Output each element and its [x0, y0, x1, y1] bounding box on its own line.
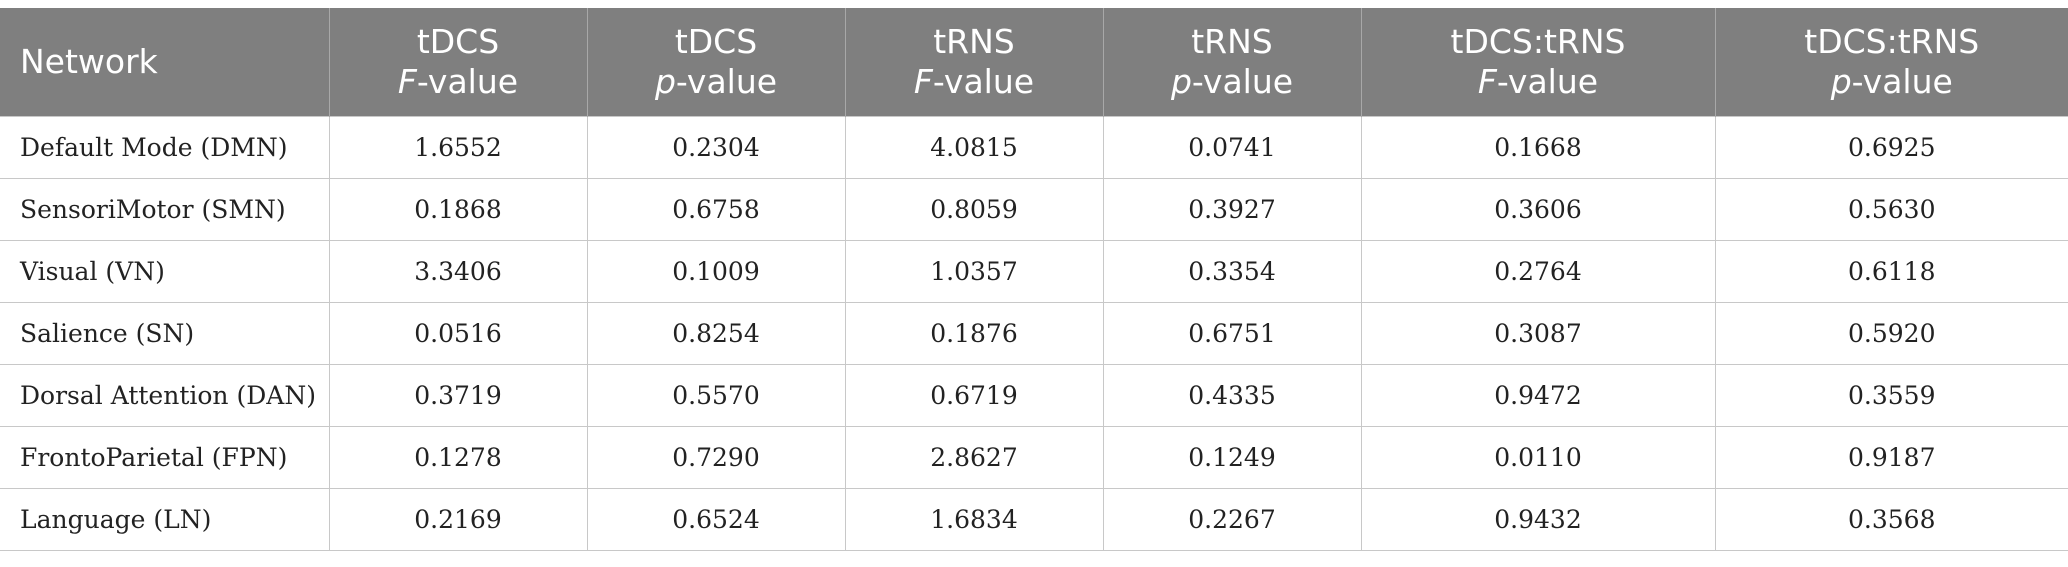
trns-f-value: 0.6719 [844, 364, 1104, 427]
network-name: SensoriMotor (SMN) [0, 178, 330, 241]
trns-p-value: 0.3927 [1102, 178, 1362, 241]
header-label: tDCS [416, 22, 500, 61]
trns-p-value: 0.4335 [1102, 364, 1362, 427]
network-name: Language (LN) [0, 488, 330, 551]
tdcs-f-value: 0.0516 [328, 302, 588, 365]
header-stat: F-value [330, 62, 587, 102]
trns-p-value: 0.2267 [1102, 488, 1362, 551]
header-stat-suffix: -value [1496, 62, 1599, 101]
interaction-p-value: 0.6118 [1714, 240, 2068, 303]
trns-p-value: 0.3354 [1102, 240, 1362, 303]
trns-f-value: 2.8627 [844, 426, 1104, 489]
header-stat-symbol: F [397, 62, 417, 101]
interaction-p-value: 0.5630 [1714, 178, 2068, 241]
header-trns-p: tRNS p-value [1102, 8, 1362, 117]
tdcs-p-value: 0.6524 [586, 488, 846, 551]
trns-f-value: 0.8059 [844, 178, 1104, 241]
header-network: Network [0, 8, 330, 117]
tdcs-f-value: 0.1278 [328, 426, 588, 489]
header-stat-symbol: p [654, 62, 676, 101]
header-row: Network tDCS F-value tDCS p-value tRNS F… [0, 8, 2068, 117]
interaction-p-value: 0.9187 [1714, 426, 2068, 489]
trns-p-value: 0.0741 [1102, 116, 1362, 179]
interaction-p-value: 0.3568 [1714, 488, 2068, 551]
header-stat-suffix: -value [675, 62, 778, 101]
header-label: tDCS:tRNS [1450, 22, 1626, 61]
header-stat-suffix: -value [1191, 62, 1294, 101]
trns-p-value: 0.1249 [1102, 426, 1362, 489]
trns-f-value: 4.0815 [844, 116, 1104, 179]
header-stat: p-value [588, 62, 845, 102]
header-stat-suffix: -value [1851, 62, 1953, 101]
tdcs-f-value: 1.6552 [328, 116, 588, 179]
table-row: Salience (SN) 0.0516 0.8254 0.1876 0.675… [0, 302, 2068, 365]
network-name: FrontoParietal (FPN) [0, 426, 330, 489]
header-stat-symbol: F [1477, 62, 1497, 101]
tdcs-f-value: 3.3406 [328, 240, 588, 303]
tdcs-f-value: 0.3719 [328, 364, 588, 427]
header-stat: p-value [1104, 62, 1361, 102]
header-tdcs-f: tDCS F-value [328, 8, 588, 117]
tdcs-p-value: 0.6758 [586, 178, 846, 241]
tdcs-p-value: 0.2304 [586, 116, 846, 179]
header-tdcs-p: tDCS p-value [586, 8, 846, 117]
tdcs-f-value: 0.1868 [328, 178, 588, 241]
network-name: Salience (SN) [0, 302, 330, 365]
header-trns-f: tRNS F-value [844, 8, 1104, 117]
trns-f-value: 1.6834 [844, 488, 1104, 551]
trns-f-value: 1.0357 [844, 240, 1104, 303]
header-stat: F-value [846, 62, 1103, 102]
interaction-f-value: 0.9472 [1360, 364, 1716, 427]
interaction-p-value: 0.5920 [1714, 302, 2068, 365]
table-row: Default Mode (DMN) 1.6552 0.2304 4.0815 … [0, 116, 2068, 179]
table-row: Dorsal Attention (DAN) 0.3719 0.5570 0.6… [0, 364, 2068, 427]
header-stat: F-value [1362, 62, 1715, 102]
header-stat-symbol: F [913, 62, 933, 101]
interaction-f-value: 0.3087 [1360, 302, 1716, 365]
interaction-p-value: 0.3559 [1714, 364, 2068, 427]
tdcs-p-value: 0.5570 [586, 364, 846, 427]
network-name: Default Mode (DMN) [0, 116, 330, 179]
header-label: tRNS [1191, 22, 1273, 61]
network-name: Visual (VN) [0, 240, 330, 303]
interaction-f-value: 0.3606 [1360, 178, 1716, 241]
header-stat-suffix: -value [416, 62, 519, 101]
header-label: tRNS [933, 22, 1015, 61]
table-row: Language (LN) 0.2169 0.6524 1.6834 0.226… [0, 488, 2068, 551]
header-interaction-f: tDCS:tRNS F-value [1360, 8, 1716, 117]
header-stat-suffix: -value [932, 62, 1035, 101]
table-row: SensoriMotor (SMN) 0.1868 0.6758 0.8059 … [0, 178, 2068, 241]
header-label: tDCS:tRNS [1804, 22, 1980, 61]
header-stat-symbol: p [1170, 62, 1192, 101]
interaction-f-value: 0.9432 [1360, 488, 1716, 551]
tdcs-p-value: 0.8254 [586, 302, 846, 365]
anova-results-table: Network tDCS F-value tDCS p-value tRNS F… [0, 8, 2068, 551]
tdcs-p-value: 0.7290 [586, 426, 846, 489]
header-stat: p-value [1716, 62, 2068, 102]
results-table-container: Network tDCS F-value tDCS p-value tRNS F… [0, 8, 2068, 551]
interaction-f-value: 0.1668 [1360, 116, 1716, 179]
interaction-f-value: 0.2764 [1360, 240, 1716, 303]
trns-p-value: 0.6751 [1102, 302, 1362, 365]
interaction-f-value: 0.0110 [1360, 426, 1716, 489]
network-name: Dorsal Attention (DAN) [0, 364, 330, 427]
header-stat-symbol: p [1830, 62, 1852, 101]
trns-f-value: 0.1876 [844, 302, 1104, 365]
tdcs-p-value: 0.1009 [586, 240, 846, 303]
header-interaction-p: tDCS:tRNS p-value [1714, 8, 2068, 117]
interaction-p-value: 0.6925 [1714, 116, 2068, 179]
tdcs-f-value: 0.2169 [328, 488, 588, 551]
table-row: Visual (VN) 3.3406 0.1009 1.0357 0.3354 … [0, 240, 2068, 303]
header-label: tDCS [674, 22, 758, 61]
table-row: FrontoParietal (FPN) 0.1278 0.7290 2.862… [0, 426, 2068, 489]
